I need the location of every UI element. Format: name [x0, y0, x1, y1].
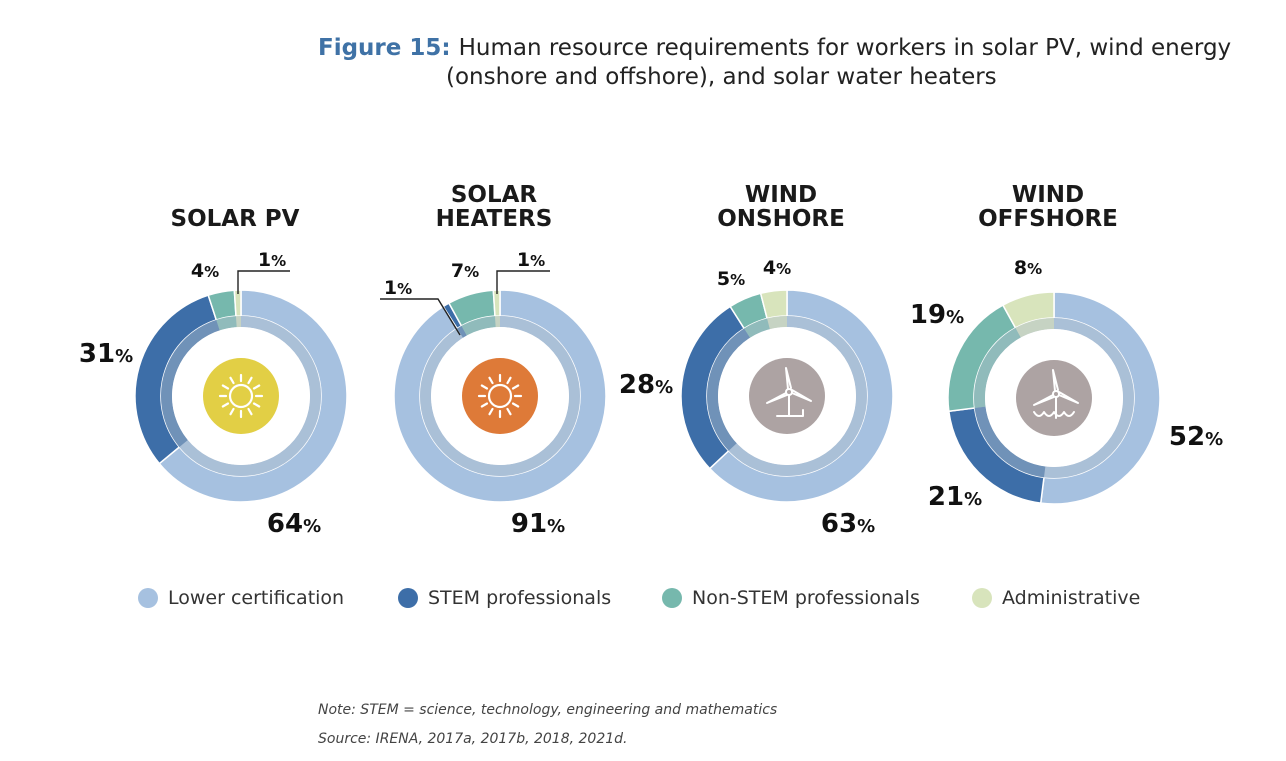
source-text: Source: IRENA, 2017a, 2017b, 2018, 2021d… — [318, 731, 628, 747]
chart-title-line: OFFSHORE — [978, 206, 1118, 232]
inner-ring-segment-non-stem — [216, 316, 237, 331]
donut-chart-solar-pv: SOLAR PV 64% 31% 4% 1% — [79, 206, 348, 539]
data-label-non-stem: 4% — [191, 260, 219, 282]
legend-swatch-administrative — [972, 588, 992, 608]
inner-ring-segment-administrative — [494, 316, 500, 328]
inner-ring-segment-stem — [457, 325, 467, 338]
inner-ring-segment-administrative — [235, 316, 241, 328]
data-label-stem: 21% — [928, 482, 982, 512]
data-label-stem: 1% — [384, 277, 412, 299]
icon-disc — [462, 358, 538, 434]
icon-disc — [203, 358, 279, 434]
data-label-stem: 31% — [79, 339, 133, 369]
legend-swatch-non-stem — [662, 588, 682, 608]
data-label-administrative: 1% — [258, 249, 286, 271]
data-label-administrative: 8% — [1014, 257, 1042, 279]
chart-title-line: SOLAR PV — [171, 206, 300, 232]
data-label-non-stem: 19% — [910, 300, 964, 330]
chart-title-line: HEATERS — [436, 206, 553, 232]
inner-ring-segment-lower-certification — [728, 316, 867, 476]
chart-title-line: WIND — [1012, 182, 1084, 208]
wind-turbine-icon — [766, 367, 812, 417]
label-leader-line — [380, 298, 461, 336]
inner-ring-segment-administrative — [767, 316, 787, 330]
label-leader-line — [237, 270, 290, 294]
legend-swatch-lower-certification — [138, 588, 158, 608]
data-label-lower-certification: 52% — [1169, 422, 1223, 452]
inner-ring-segment-lower-certification — [1043, 318, 1134, 478]
sun-icon — [218, 373, 264, 419]
chart-title-line: WIND — [745, 182, 817, 208]
legend: Lower certification STEM professionals N… — [0, 587, 1286, 613]
data-label-stem: 28% — [619, 370, 673, 400]
inner-ring-segment-stem — [974, 406, 1046, 478]
data-label-lower-certification: 91% — [511, 509, 565, 539]
offshore-wind-turbine-icon — [1033, 369, 1079, 419]
inner-ring-segment-administrative — [1015, 318, 1054, 338]
figure-title-line-1: Human resource requirements for workers … — [458, 35, 1232, 61]
data-label-lower-certification: 64% — [267, 509, 321, 539]
note-text: Note: STEM = science, technology, engine… — [318, 702, 778, 718]
figure-title: Figure 15: Human resource requirements fo… — [318, 34, 1258, 92]
data-label-administrative: 1% — [517, 249, 545, 271]
chart-title-line: SOLAR — [451, 182, 538, 208]
figure-title-line-2: (onshore and offshore), and solar water … — [446, 64, 997, 90]
legend-label-stem: STEM professionals — [428, 587, 612, 609]
figure-label: Figure 15: — [318, 35, 451, 61]
chart-title-line: ONSHORE — [717, 206, 845, 232]
inner-ring-segment-non-stem — [744, 318, 770, 338]
legend-item-administrative: Administrative — [972, 587, 1140, 609]
legend-label-administrative: Administrative — [1002, 587, 1141, 609]
inner-ring-segment-lower-certification — [179, 316, 321, 476]
data-label-lower-certification: 63% — [821, 509, 875, 539]
legend-item-non-stem: Non-STEM professionals — [662, 587, 920, 609]
inner-ring-segment-non-stem — [461, 316, 496, 336]
legend-swatch-stem — [398, 588, 418, 608]
data-label-non-stem: 7% — [451, 260, 479, 282]
data-label-non-stem: 5% — [717, 268, 745, 290]
inner-ring-segment-stem — [160, 319, 220, 447]
legend-item-stem: STEM professionals — [398, 587, 611, 609]
legend-label-lower-certification: Lower certification — [168, 587, 345, 609]
inner-ring-segment-non-stem — [974, 327, 1021, 409]
data-label-administrative: 4% — [763, 257, 791, 279]
legend-label-non-stem: Non-STEM professionals — [692, 587, 920, 609]
legend-item-lower-certification: Lower certification — [138, 587, 344, 609]
inner-ring-segment-stem — [707, 328, 751, 451]
label-leader-line — [496, 270, 550, 294]
sun-icon — [477, 373, 523, 419]
